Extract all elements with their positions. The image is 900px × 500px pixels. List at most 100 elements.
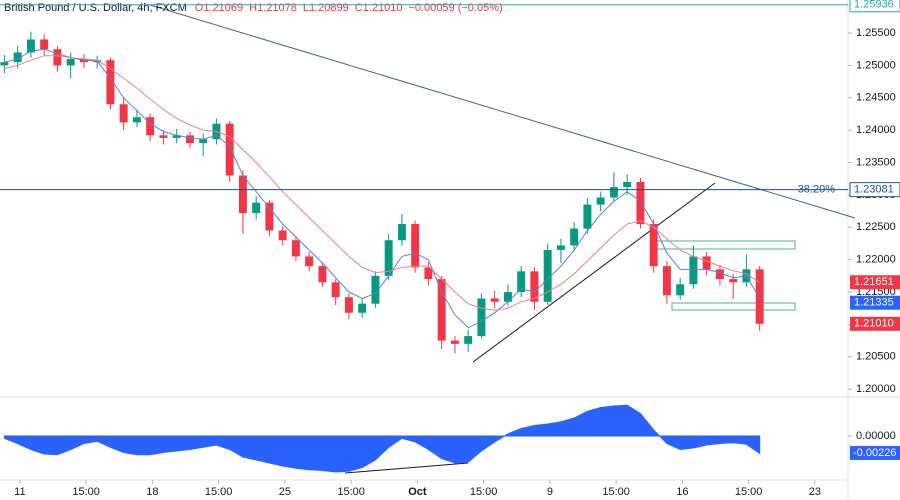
candle-body (556, 245, 565, 250)
price-badge: 1.21651 (854, 276, 894, 288)
candle-body (331, 282, 340, 298)
candle-body (755, 269, 764, 324)
price-badge: 1.21335 (854, 297, 894, 309)
level-badge-bg (849, 182, 900, 198)
candle-body (477, 298, 486, 337)
candle-body (40, 39, 49, 50)
x-tick-label: 15:00 (602, 486, 630, 498)
candle-body (172, 135, 181, 138)
x-tick-label: 15:00 (735, 486, 763, 498)
y-tick-label: 1.20000 (856, 383, 896, 395)
symbol-title: British Pound / U.S. Dollar, 4h, FXCM (4, 2, 187, 14)
candle-body (66, 58, 75, 66)
candle-body (132, 117, 141, 123)
level-badge-bg (849, 0, 900, 13)
candle-body (530, 271, 539, 302)
candle-body (662, 266, 671, 296)
candle-body (503, 292, 512, 302)
x-tick-label: 15:00 (470, 486, 498, 498)
candle-body (636, 181, 645, 225)
y-tick-label: 1.25500 (856, 27, 896, 39)
candle-body (689, 256, 698, 285)
level-badge: 1.23081 (854, 184, 894, 196)
candle-body (596, 197, 605, 205)
ohlc-value: L1.20899 (303, 2, 349, 14)
price-badge-bg (850, 316, 900, 331)
fib-label: 38.20% (798, 184, 836, 196)
ohlc-value: C1.21010 (355, 2, 403, 14)
level-badge: 1.25936 (854, 0, 894, 11)
ohlc-value: −0.00059 (−0.05%) (408, 2, 502, 14)
candle-body (106, 60, 115, 105)
candle-body (238, 175, 247, 214)
moving-average (4, 48, 761, 329)
candle-body (344, 297, 353, 313)
candle-body (464, 336, 473, 344)
price-badge: 1.21010 (854, 318, 894, 330)
candle-body (702, 256, 711, 270)
candle-body (450, 340, 459, 344)
x-tick-label: 15:00 (337, 486, 365, 498)
candle-body (517, 271, 526, 293)
x-tick-label: 16 (676, 486, 688, 498)
y-tick-label: 1.22000 (856, 254, 896, 266)
y-tick-label: 1.23500 (856, 156, 896, 168)
candle-body (649, 224, 658, 267)
x-tick-label: 15:00 (205, 486, 233, 498)
price-badge-bg (850, 275, 900, 290)
candle-body (490, 298, 499, 302)
candle-body (53, 49, 62, 66)
moving-average (4, 55, 760, 311)
candle-body (13, 52, 22, 63)
candle-body (543, 249, 552, 302)
candle-body (623, 181, 632, 188)
x-tick-label: 11 (14, 486, 25, 498)
x-tick-label: 15:00 (72, 486, 100, 498)
divergence-line (344, 462, 469, 474)
candle-body (371, 275, 380, 304)
x-tick-label: 25 (279, 486, 291, 498)
ohlc-value: O1.21069 (195, 2, 243, 14)
candle-body (358, 303, 367, 313)
candle-body (384, 240, 393, 276)
y-tick-label: 0.00000 (856, 430, 896, 442)
y-tick-label: 1.22500 (856, 221, 896, 233)
ohlc-value: H1.21078 (249, 2, 297, 14)
x-tick-label: 9 (547, 486, 553, 498)
candle-body (715, 269, 724, 280)
header: British Pound / U.S. Dollar, 4h, FXCM (4, 2, 187, 14)
candle-body (424, 267, 433, 280)
y-tick-label: 1.25000 (856, 59, 896, 71)
candle-body (159, 135, 168, 138)
oscillator-area (3, 404, 761, 473)
candle-body (225, 123, 234, 176)
candle-body (119, 104, 128, 123)
candle-body (676, 284, 685, 296)
candle-body (0, 62, 9, 66)
candle-body (437, 279, 446, 341)
x-tick-label: 23 (809, 486, 821, 498)
indicator-badge: -0.00226 (853, 447, 896, 459)
candle-body (411, 224, 420, 268)
candle-body (729, 279, 738, 283)
candle-body (583, 204, 592, 229)
x-tick-label: Oct (408, 486, 427, 498)
y-tick-label: 1.24500 (856, 92, 896, 104)
x-tick-label: 18 (146, 486, 158, 498)
descending-trendline (149, 4, 856, 219)
candle-body (397, 224, 406, 241)
candle-body (185, 135, 194, 144)
indicator-badge-bg (850, 445, 900, 460)
candle-body (278, 230, 287, 241)
candle-body (570, 228, 579, 246)
ascending-trendline (472, 182, 716, 363)
candle-body (265, 202, 274, 231)
candle-body (199, 139, 208, 144)
y-tick-label: 1.24000 (856, 124, 896, 136)
candle-body (609, 187, 618, 198)
candle-body (305, 256, 314, 267)
candle-body (291, 240, 300, 257)
y-tick-label: 1.20500 (856, 351, 896, 363)
